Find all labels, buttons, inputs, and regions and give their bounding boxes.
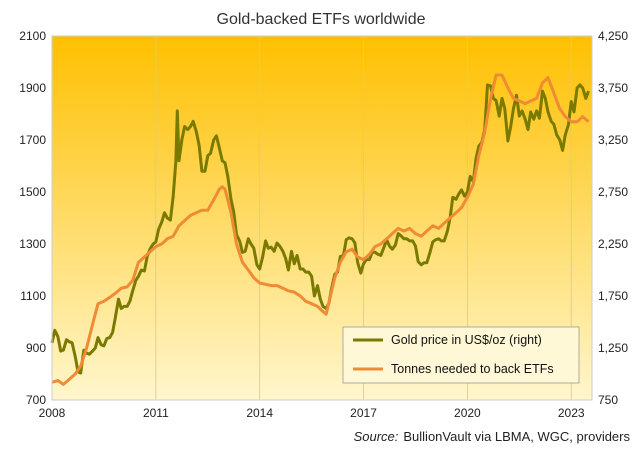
legend-label-tonnes: Tonnes needed to back ETFs (391, 362, 554, 376)
left-tick-1700: 1700 (19, 133, 46, 147)
x-tick-2014: 2014 (246, 406, 273, 420)
right-tick-1250: 1,250 (598, 341, 628, 355)
gold-price-line (50, 83, 590, 375)
source-text: BullionVault via LBMA, WGC, providers (403, 429, 630, 444)
legend-label-gold: Gold price in US$/oz (right) (391, 333, 542, 347)
tonnes-etf-line (51, 73, 590, 386)
left-tick-1100: 1100 (20, 289, 46, 303)
right-tick-3250: 3,250 (598, 133, 628, 147)
right-axis-ticks: 750 1,250 1,750 2,250 2,750 3,250 3,750 4,250 (598, 29, 628, 407)
left-tick-1900: 1900 (19, 81, 46, 95)
right-tick-3750: 3,750 (598, 81, 628, 95)
left-tick-1500: 1500 (19, 185, 46, 199)
chart-title: Gold-backed ETFs worldwide (217, 11, 426, 28)
right-tick-750: 750 (598, 393, 618, 407)
x-tick-2011: 2011 (143, 406, 169, 420)
right-tick-2750: 2,750 (598, 185, 628, 199)
left-axis-ticks: 700 900 1100 1300 1500 1700 1900 2100 (19, 29, 46, 407)
source-line: Source: BullionVault via LBMA, WGC, provi… (354, 429, 631, 444)
left-tick-2100: 2100 (19, 29, 46, 43)
x-tick-2023: 2023 (558, 406, 585, 420)
left-tick-900: 900 (26, 341, 46, 355)
x-tick-2017: 2017 (350, 406, 377, 420)
x-tick-2008: 2008 (39, 406, 66, 420)
x-tick-2020: 2020 (454, 406, 481, 420)
right-tick-1750: 1,750 (598, 289, 628, 303)
right-tick-4250: 4,250 (598, 29, 628, 43)
plot-frame (51, 35, 593, 401)
legend: Gold price in US$/oz (right) Tonnes need… (342, 326, 580, 384)
x-axis-ticks: 2008 2011 2014 2017 2020 2023 (39, 406, 585, 420)
left-tick-1300: 1300 (19, 237, 46, 251)
legend-box (342, 326, 580, 384)
left-tick-700: 700 (26, 393, 46, 407)
right-tick-2250: 2,250 (598, 237, 628, 251)
source-prefix: Source: (354, 429, 399, 444)
